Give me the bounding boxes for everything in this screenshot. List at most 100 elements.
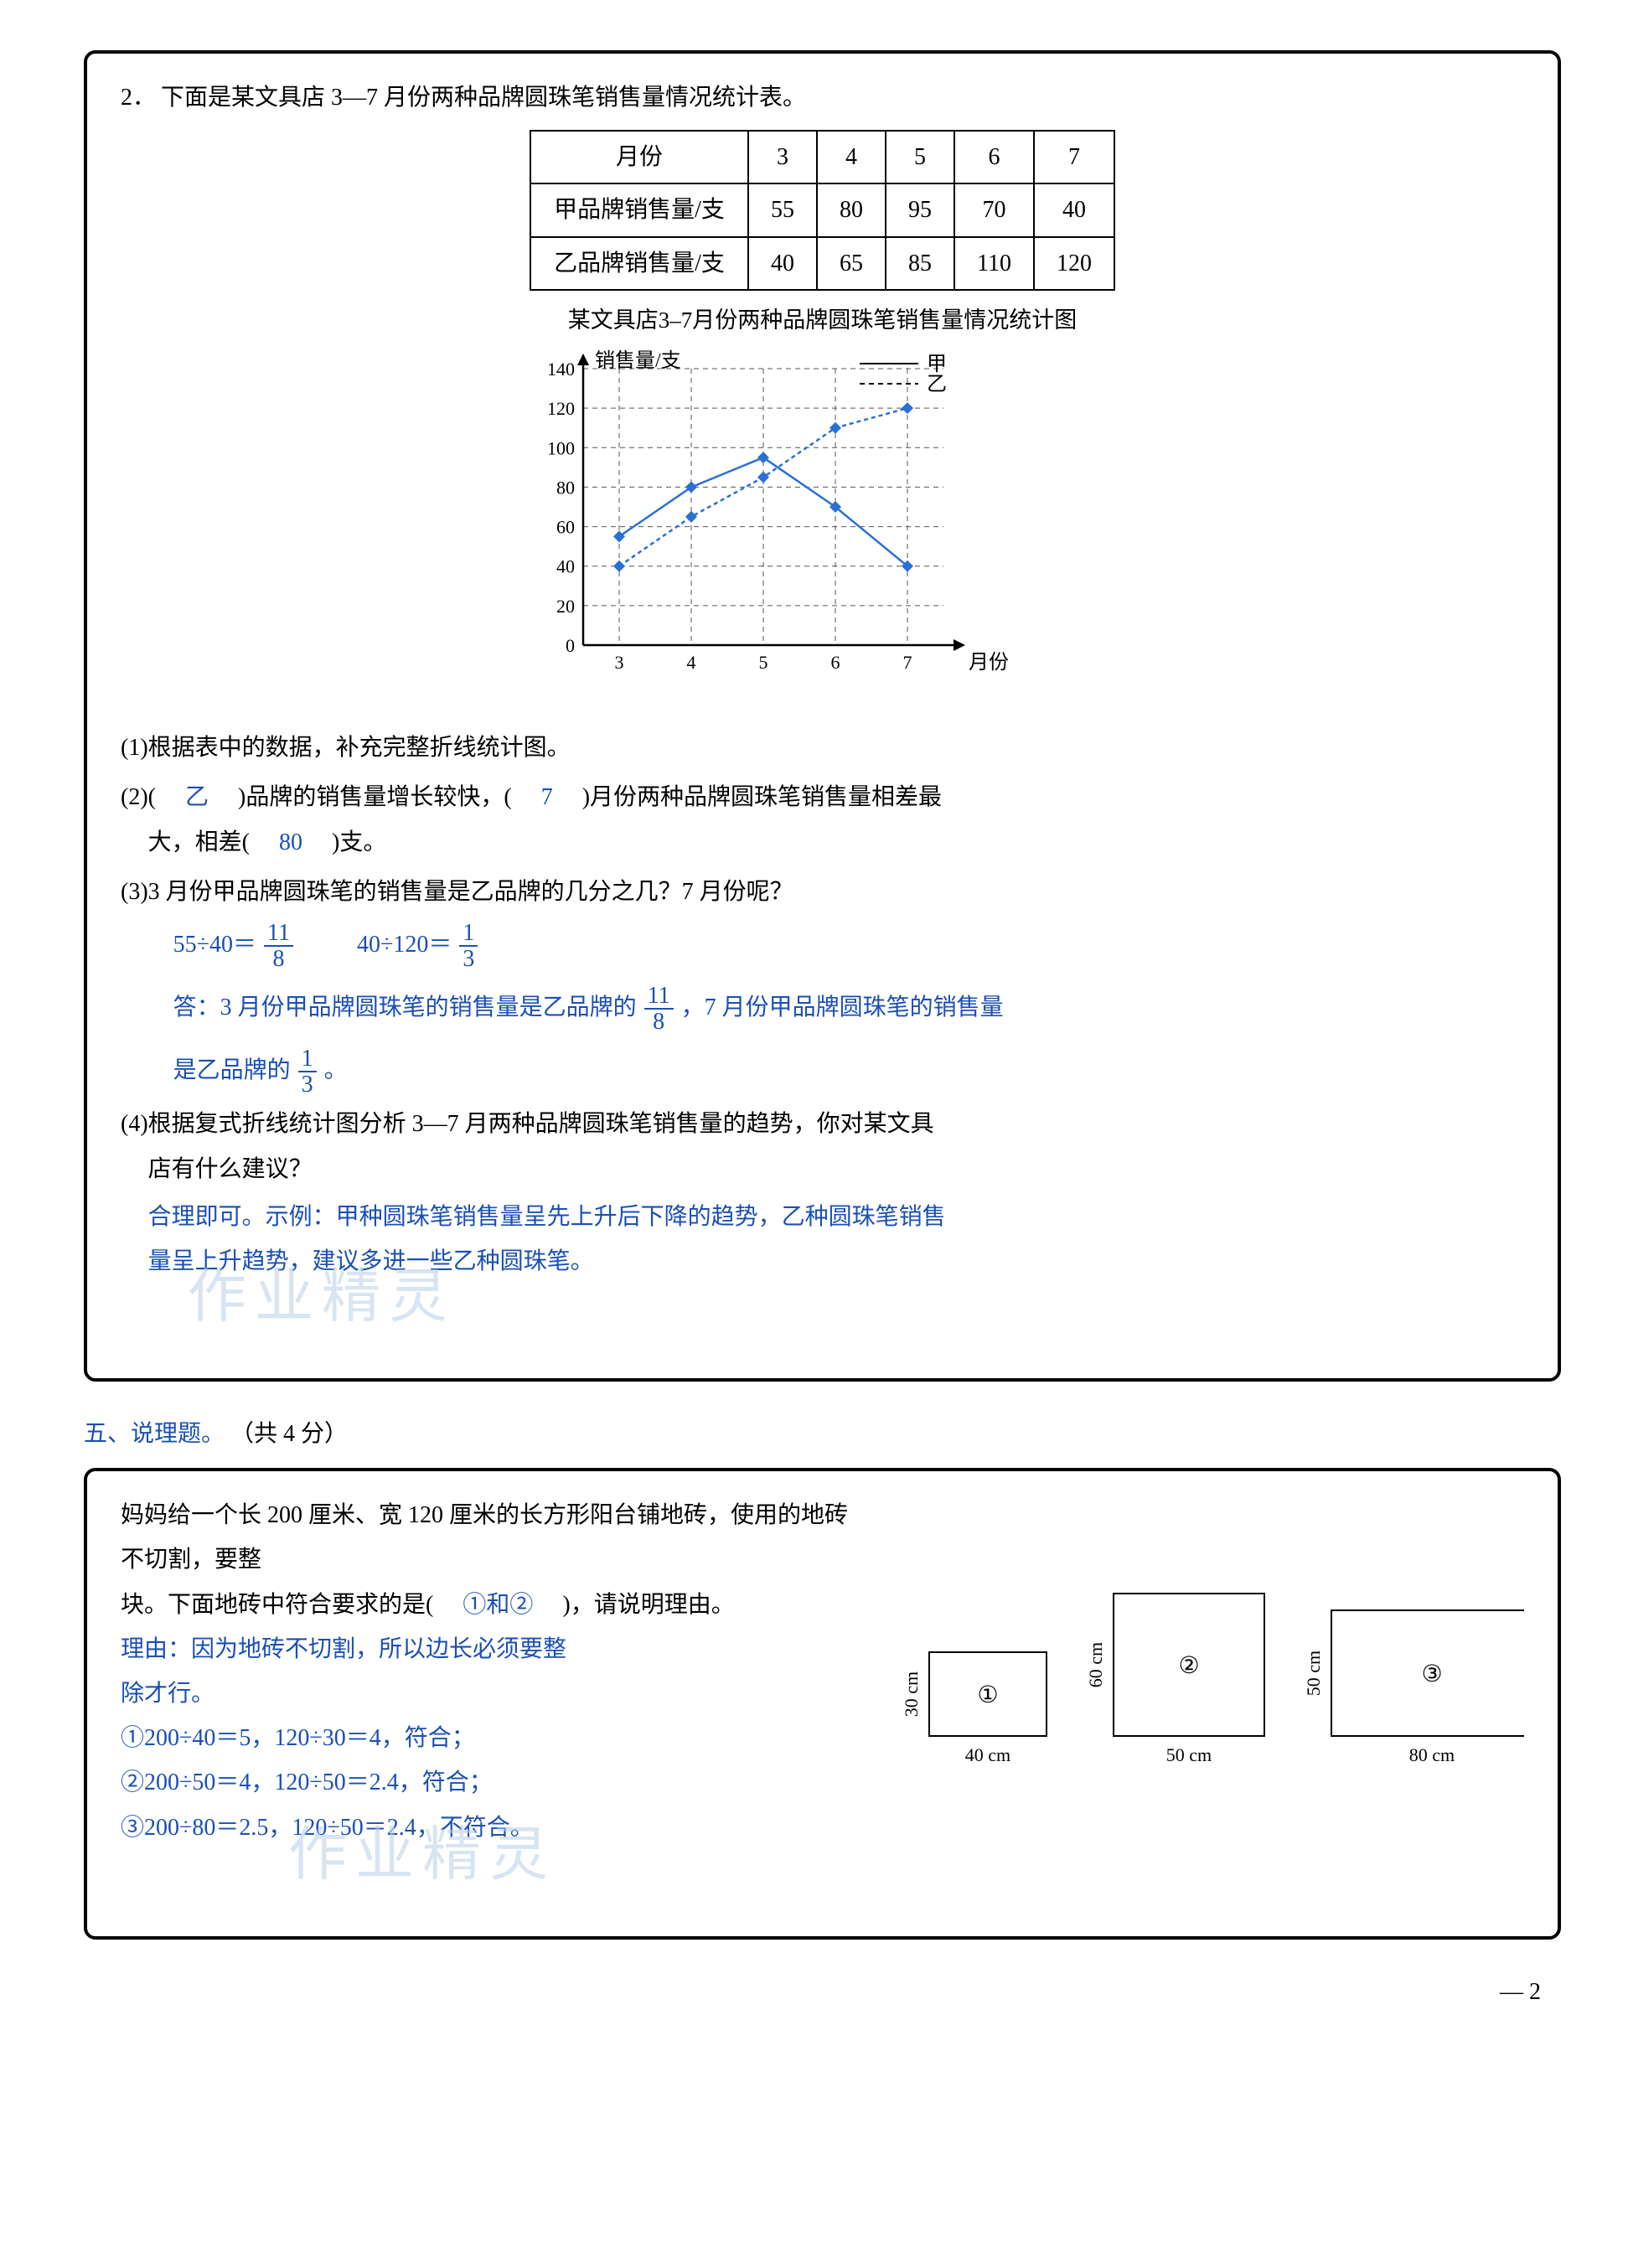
answer-line: 量呈上升趋势，建议多进一些乙种圆珠笔。	[148, 1239, 1524, 1284]
svg-text:6: 6	[830, 652, 840, 673]
denominator: 8	[644, 1010, 674, 1034]
svg-text:②: ②	[1178, 1653, 1199, 1679]
answer-month: 7	[518, 784, 576, 810]
th: 月份	[530, 131, 748, 183]
sub-body: 根据复式折线统计图分析 3—7 月两种品牌圆珠笔销售量的趋势，你对某文具 店有什…	[148, 1102, 1524, 1284]
q2-stem: 2． 下面是某文具店 3—7 月份两种品牌圆珠笔销售量情况统计表。	[121, 75, 1524, 120]
numerator: 1	[459, 921, 478, 947]
chart-title: 某文具店3–7月份两种品牌圆珠笔销售量情况统计图	[121, 299, 1524, 342]
page-number: — 2	[84, 1970, 1561, 2014]
sub-text: 根据表中的数据，补充完整折线统计图。	[148, 726, 1524, 770]
calc1-pre: 55÷40＝	[173, 932, 256, 958]
th: 6	[954, 131, 1034, 183]
q2-sub2: (2) ( 乙 )品牌的销售量增长较快，( 7 )月份两种品牌圆珠笔销售量相差最…	[121, 775, 1524, 864]
numerator: 11	[644, 984, 674, 1010]
svg-text:销售量/支: 销售量/支	[595, 349, 681, 372]
sub-num: (2)	[121, 775, 148, 864]
svg-text:乙: 乙	[927, 374, 947, 395]
fraction: 11 8	[643, 984, 675, 1035]
sub-body: ( 乙 )品牌的销售量增长较快，( 7 )月份两种品牌圆珠笔销售量相差最 大，相…	[148, 775, 1524, 864]
svg-text:5: 5	[758, 652, 767, 673]
svg-text:20: 20	[556, 596, 575, 617]
text: ，7 月份甲品牌圆珠笔的销售量	[681, 995, 1004, 1020]
question-2-box: 2． 下面是某文具店 3—7 月份两种品牌圆珠笔销售量情况统计表。 月份 3 4…	[84, 50, 1561, 1382]
th: 4	[817, 131, 886, 183]
s5-left: 妈妈给一个长 200 厘米、宽 120 厘米的长方形阳台铺地砖，使用的地砖不切割…	[121, 1493, 871, 1850]
svg-text:7: 7	[902, 652, 912, 673]
text: )支。	[332, 829, 386, 855]
calc-line: 55÷40＝ 11 8 40÷120＝ 1 3	[148, 921, 1524, 972]
section-5-box: 妈妈给一个长 200 厘米、宽 120 厘米的长方形阳台铺地砖，使用的地砖不切割…	[84, 1468, 1561, 1940]
sub-num: (1)	[121, 726, 148, 770]
td: 85	[886, 237, 954, 290]
reason-line: ①200÷40＝5，120÷30＝4，符合；	[121, 1716, 871, 1760]
svg-text:甲: 甲	[927, 354, 947, 375]
reason-line: ③200÷80＝2.5，120÷50＝2.4，不符合。	[121, 1806, 871, 1850]
sub-num: (4)	[121, 1102, 148, 1284]
chart-svg: 02040608010012014034567销售量/支月份甲乙	[521, 347, 1124, 699]
q2-sub4: (4) 根据复式折线统计图分析 3—7 月两种品牌圆珠笔销售量的趋势，你对某文具…	[121, 1102, 1524, 1284]
svg-text:③: ③	[1421, 1661, 1442, 1687]
line-chart: 02040608010012014034567销售量/支月份甲乙	[121, 347, 1524, 714]
denominator: 8	[264, 947, 293, 971]
table-row: 甲品牌销售量/支 55 80 95 70 40	[530, 183, 1114, 236]
th: 3	[748, 131, 817, 183]
svg-text:0: 0	[566, 635, 575, 656]
answer-choice: ①和②	[439, 1592, 556, 1618]
question-text: 3 月份甲品牌圆珠笔的销售量是乙品牌的几分之几？7 月份呢？	[148, 879, 793, 905]
q2-stem-text: 下面是某文具店 3—7 月份两种品牌圆珠笔销售量情况统计表。	[161, 75, 1524, 120]
text: )月份两种品牌圆珠笔销售量相差最	[582, 784, 942, 810]
svg-text:40: 40	[556, 556, 575, 577]
stem-line: 块。下面地砖中符合要求的是( ①和② )，请说明理由。	[121, 1583, 871, 1627]
td: 110	[954, 237, 1034, 290]
numerator: 1	[298, 1046, 317, 1072]
svg-text:60 cm: 60 cm	[1085, 1642, 1106, 1687]
td: 40	[748, 237, 817, 290]
section-points: （共 4 分）	[230, 1421, 348, 1447]
denominator: 3	[459, 947, 478, 971]
q2-sub3: (3) 3 月份甲品牌圆珠笔的销售量是乙品牌的几分之几？7 月份呢？ 55÷40…	[121, 870, 1524, 1098]
text: )品牌的销售量增长较快，(	[238, 784, 512, 810]
svg-text:60: 60	[556, 517, 575, 538]
text: 答：3 月份甲品牌圆珠笔的销售量是乙品牌的	[173, 995, 637, 1020]
q2-sub1: (1) 根据表中的数据，补充完整折线统计图。	[121, 726, 1524, 770]
answer-line: 合理即可。示例：甲种圆珠笔销售量呈先上升后下降的趋势，乙种圆珠笔销售	[148, 1195, 1524, 1239]
td: 40	[1034, 183, 1114, 236]
td: 120	[1034, 237, 1114, 290]
svg-text:月份: 月份	[969, 651, 1009, 674]
answer-brand: 乙	[162, 784, 232, 810]
reason-line: 理由：因为地砖不切割，所以边长必须要整	[121, 1627, 871, 1671]
tiles-figure: ①30 cm40 cm②60 cm50 cm③50 cm80 cm	[887, 1493, 1524, 1850]
text: 大，相差(	[148, 829, 250, 855]
td: 甲品牌销售量/支	[530, 183, 748, 236]
sales-table: 月份 3 4 5 6 7 甲品牌销售量/支 55 80 95 70 40 乙品牌…	[530, 130, 1115, 291]
svg-text:80: 80	[556, 477, 575, 498]
answer-line2: 是乙品牌的 1 3 。	[148, 1046, 1524, 1098]
section-title: 五、说理题。	[84, 1421, 225, 1447]
th: 7	[1034, 131, 1114, 183]
text: )，请说明理由。	[562, 1592, 734, 1618]
text: 是乙品牌的	[173, 1057, 291, 1082]
answer-line1: 答：3 月份甲品牌圆珠笔的销售量是乙品牌的 11 8 ，7 月份甲品牌圆珠笔的销…	[148, 984, 1524, 1035]
svg-text:40 cm: 40 cm	[965, 1744, 1010, 1765]
text: 。	[324, 1057, 348, 1082]
svg-text:3: 3	[614, 652, 623, 673]
calc2-pre: 40÷120＝	[357, 932, 452, 958]
question-text: 店有什么建议？	[148, 1156, 313, 1182]
svg-text:140: 140	[547, 359, 575, 380]
td: 65	[817, 237, 886, 290]
q2-number: 2．	[121, 75, 156, 120]
sub-body: 3 月份甲品牌圆珠笔的销售量是乙品牌的几分之几？7 月份呢？ 55÷40＝ 11…	[148, 870, 1524, 1098]
svg-text:80 cm: 80 cm	[1409, 1744, 1455, 1765]
text: 块。下面地砖中符合要求的是(	[121, 1592, 433, 1618]
svg-text:30 cm: 30 cm	[901, 1671, 922, 1717]
reason-line: ②200÷50＝4，120÷50＝2.4，符合；	[121, 1760, 871, 1805]
text: (	[148, 784, 156, 810]
svg-text:50 cm: 50 cm	[1166, 1744, 1212, 1765]
sub-num: (3)	[121, 870, 148, 1098]
th: 5	[886, 131, 954, 183]
answer-diff: 80	[256, 829, 326, 855]
table-header-row: 月份 3 4 5 6 7	[530, 131, 1114, 183]
section-5-heading: 五、说理题。 （共 4 分）	[84, 1412, 1561, 1456]
svg-text:100: 100	[547, 437, 575, 458]
